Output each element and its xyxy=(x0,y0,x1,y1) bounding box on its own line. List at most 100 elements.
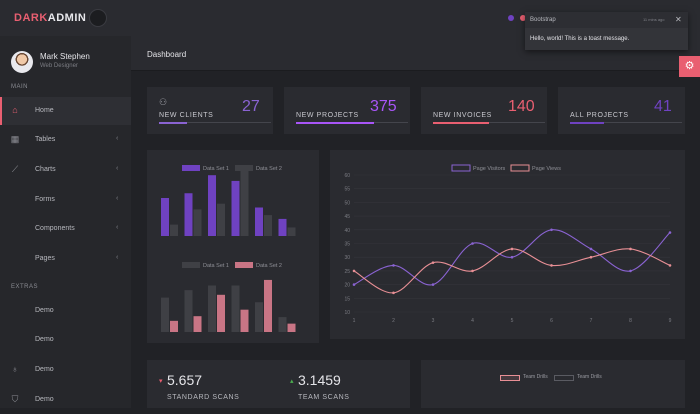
stat-progress-track xyxy=(159,121,271,124)
y-tick-label: 20 xyxy=(344,283,350,289)
sidebar-item-pages[interactable]: Pages ‹ xyxy=(0,245,131,273)
bar xyxy=(240,309,249,332)
bar xyxy=(255,207,263,236)
sidebar-item-forms[interactable]: Forms ‹ xyxy=(0,186,131,214)
scan-label: STANDARD SCANS xyxy=(167,394,240,401)
line-chart-card: Page Visitors Page Views 10 15 20 25 30 35 40 45 5… xyxy=(330,150,685,339)
scan-label: TEAM SCANS xyxy=(298,394,350,401)
x-tick-label: 7 xyxy=(590,318,593,324)
bar xyxy=(264,279,272,332)
bar xyxy=(184,290,193,332)
legend-label: Data Set 1 xyxy=(203,263,229,269)
y-tick-label: 50 xyxy=(344,200,350,206)
stat-label: NEW INVOICES xyxy=(433,112,492,119)
toast-title: Bootstrap xyxy=(530,17,556,23)
sidebar-item-label: Demo xyxy=(35,366,54,373)
page-title: Dashboard xyxy=(147,50,187,59)
data-point xyxy=(589,255,593,259)
bar xyxy=(193,209,202,236)
sidebar-toggle-button[interactable] xyxy=(89,9,107,27)
bar xyxy=(240,169,249,236)
bar xyxy=(217,294,225,332)
bar-charts: Data Set 1 Data Set 2 Data Set 1 Data Set 2 xyxy=(161,165,296,332)
chevron-left-icon: ‹ xyxy=(116,224,119,231)
legend-swatch xyxy=(235,262,253,268)
x-tick-label: 6 xyxy=(550,318,553,324)
stat-progress-fill xyxy=(433,121,489,124)
toast-notification: Bootstrap 11 mins ago ✕ Hello, world! Th… xyxy=(525,12,688,50)
sidebar-item-label: Demo xyxy=(35,307,54,314)
sidebar-item-components[interactable]: Components ‹ xyxy=(0,215,131,243)
bar xyxy=(184,193,193,236)
data-point xyxy=(471,269,474,273)
bar xyxy=(208,175,216,236)
stat-card-all-projects: ALL PROJECTS 41 xyxy=(558,87,685,134)
sidebar-item-label: Pages xyxy=(35,255,55,262)
legend-label-1: Team Drills xyxy=(523,374,548,380)
bar xyxy=(231,180,240,236)
stat-value: 375 xyxy=(370,98,397,115)
award-icon: ♁ xyxy=(11,364,19,374)
stat-progress-track xyxy=(570,121,682,124)
sidebar-section-extras: EXTRAS xyxy=(11,284,39,290)
legend-swatch xyxy=(451,164,471,172)
sidebar-item-home[interactable]: ⌂ Home xyxy=(0,97,131,125)
data-point xyxy=(352,283,356,286)
sidebar-item-label: Components xyxy=(35,225,75,232)
stat-value: 140 xyxy=(508,98,535,115)
bar-charts-card: Data Set 1 Data Set 2 Data Set 1 Data Set 2 xyxy=(147,150,319,343)
x-tick-label: 1 xyxy=(353,318,356,324)
avatar[interactable] xyxy=(11,51,33,73)
sidebar-item-label: Demo xyxy=(35,336,54,343)
x-tick-label: 8 xyxy=(629,318,632,324)
data-point xyxy=(510,255,514,259)
stat-progress-fill xyxy=(570,121,604,124)
toast-message: Hello, world! This is a toast message. xyxy=(530,36,630,42)
sidebar-item-demo-2[interactable]: Demo xyxy=(0,326,131,354)
scan-value: 5.657 xyxy=(167,372,203,388)
legend-label: Data Set 2 xyxy=(256,263,282,269)
chevron-left-icon: ‹ xyxy=(116,195,119,202)
grid-icon: ▦ xyxy=(10,134,20,144)
close-icon[interactable]: ✕ xyxy=(675,15,682,24)
stat-card-new-invoices: NEW INVOICES 140 xyxy=(421,87,547,134)
y-tick-label: 10 xyxy=(344,310,350,316)
legend-label: Page Visitors xyxy=(473,166,506,172)
x-tick-label: 3 xyxy=(432,318,435,324)
data-point xyxy=(629,269,632,273)
sidebar-item-demo-1[interactable]: Demo xyxy=(0,297,131,325)
bar xyxy=(264,215,272,236)
sidebar-item-demo-3[interactable]: ♁ Demo xyxy=(0,356,131,384)
y-tick-label: 30 xyxy=(344,255,350,261)
chevron-left-icon: ‹ xyxy=(116,135,119,142)
legend-swatch xyxy=(182,165,200,171)
trend-down-icon: ▾ xyxy=(159,378,163,385)
x-tick-label: 9 xyxy=(669,318,672,324)
y-tick-label: 55 xyxy=(344,187,350,193)
user-icon: ⚇ xyxy=(159,97,168,107)
brand-logo[interactable]: DARKADMIN xyxy=(14,12,86,24)
sidebar-item-tables[interactable]: ▦ Tables ‹ xyxy=(0,126,131,154)
y-tick-label: 25 xyxy=(344,269,350,275)
shield-icon: ⛉ xyxy=(11,394,19,404)
stat-label: ALL PROJECTS xyxy=(570,112,629,119)
gear-icon[interactable]: ⚙ xyxy=(679,56,700,77)
sidebar-item-demo-4[interactable]: ⛉ Demo xyxy=(0,386,131,414)
sidebar-item-charts[interactable]: ⟋ Charts ‹ xyxy=(0,156,131,184)
team-drills-card: Team Drills Team Drills xyxy=(421,360,685,408)
stat-progress-track xyxy=(433,121,545,124)
sidebar: Mark Stephen Web Designer MAIN ⌂ Home ▦ … xyxy=(0,36,131,408)
scans-card: ▾ 5.657 STANDARD SCANS ▴ 3.1459 TEAM SCA… xyxy=(147,360,410,408)
toast-header xyxy=(525,12,688,28)
message-dot-icon[interactable] xyxy=(520,15,526,21)
user-name: Mark Stephen xyxy=(40,52,90,61)
team-scans: ▴ 3.1459 TEAM SCANS xyxy=(278,360,410,408)
sidebar-item-label: Forms xyxy=(35,196,55,203)
notification-dots[interactable] xyxy=(508,8,532,26)
bar xyxy=(161,198,169,236)
sidebar-section-main: MAIN xyxy=(11,84,28,90)
notification-dot-icon[interactable] xyxy=(508,15,514,21)
home-icon: ⌂ xyxy=(12,105,18,115)
chart-icon: ⟋ xyxy=(11,164,19,174)
stat-progress-fill xyxy=(159,121,187,124)
